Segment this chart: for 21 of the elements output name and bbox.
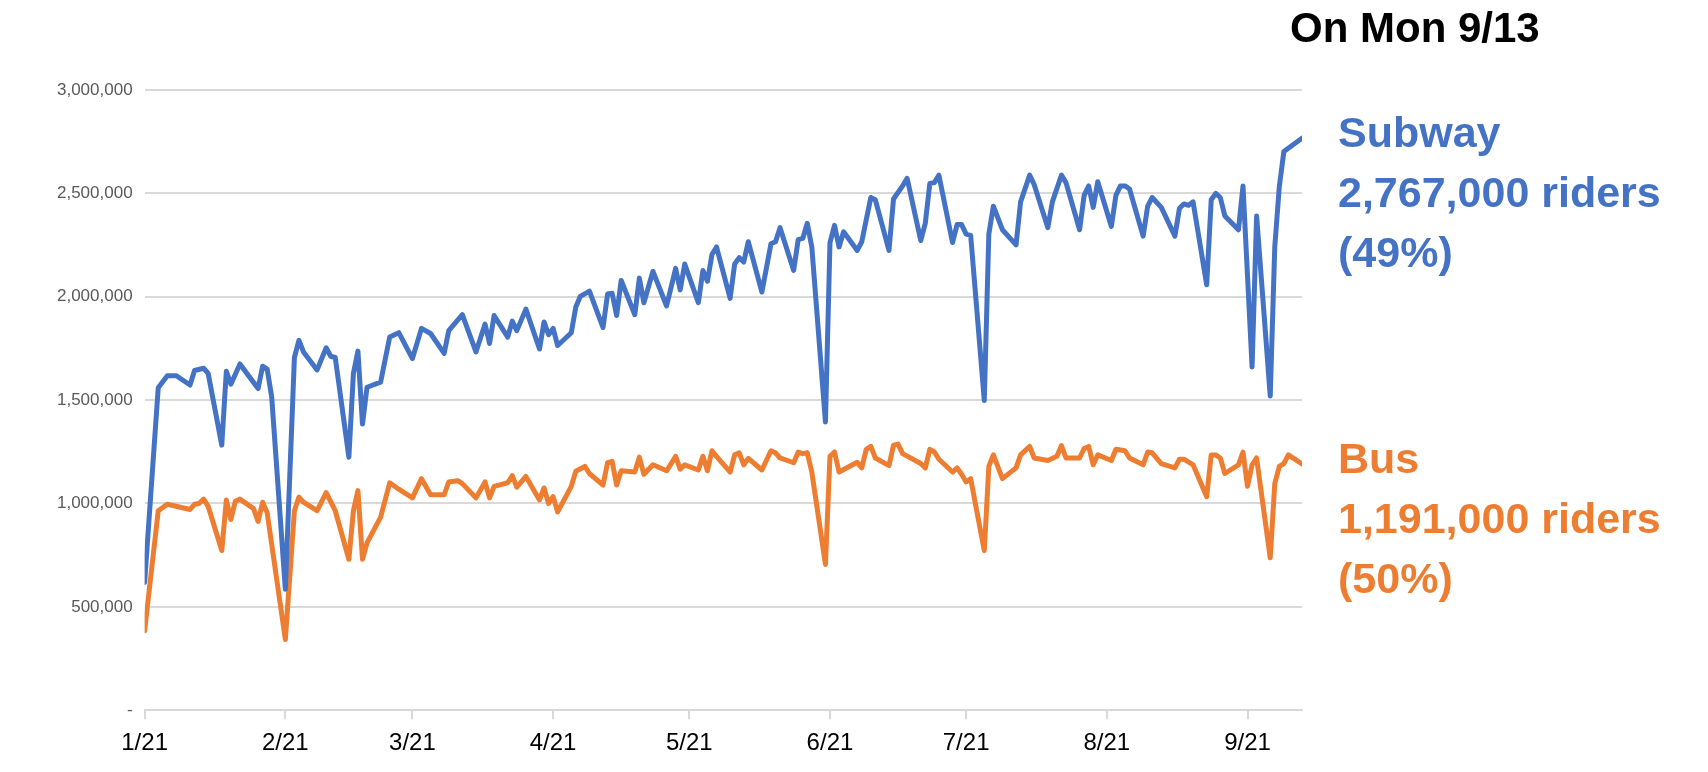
x-tick-label: 2/21 xyxy=(261,728,309,756)
series-label: Subway xyxy=(1338,108,1501,157)
y-tick-label: - xyxy=(126,699,133,719)
x-tick-label: 4/21 xyxy=(529,728,577,756)
y-tick-label: 2,000,000 xyxy=(56,286,133,306)
x-tick-label: 6/21 xyxy=(806,728,854,756)
annotation: 2,767,000 riders (49%) xyxy=(1338,168,1661,277)
x-tick-label: 9/21 xyxy=(1224,728,1271,756)
y-tick-label: 1,000,000 xyxy=(56,493,133,513)
x-tick-label: 5/21 xyxy=(665,728,713,756)
y-tick-label: 1,500,000 xyxy=(56,389,133,409)
x-tick-label: 1/21 xyxy=(121,728,168,756)
text: On Mon 9/13 xyxy=(1290,4,1540,52)
y-tick-label: 2,500,000 xyxy=(56,183,133,203)
series-label: Bus xyxy=(1338,433,1420,482)
x-tick-label: 8/21 xyxy=(1083,728,1131,756)
y-tick-label: 3,000,000 xyxy=(56,79,133,99)
x-tick-label: 3/21 xyxy=(389,728,436,756)
y-tick-label: 500,000 xyxy=(71,596,133,616)
x-tick-label: 7/21 xyxy=(942,728,990,756)
annotation: 1,191,000 riders (50%) xyxy=(1338,493,1661,602)
